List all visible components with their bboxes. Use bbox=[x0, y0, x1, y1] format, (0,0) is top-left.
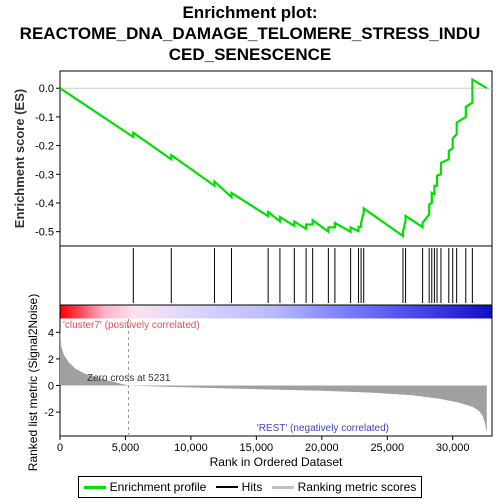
es-tick-label-5: -0.5 bbox=[35, 227, 54, 239]
es-tick-label-4: -0.4 bbox=[35, 198, 54, 210]
x-axis: 0 5,000 10,000 15,000 20,000 25,000 30,000 bbox=[57, 436, 470, 454]
es-tick-label-2: -0.2 bbox=[35, 141, 54, 153]
x-tick-label-4: 20,000 bbox=[305, 442, 339, 454]
x-tick-label-3: 15,000 bbox=[240, 442, 274, 454]
metric-tick-label-3: -2 bbox=[44, 407, 54, 419]
x-tick-label-6: 30,000 bbox=[436, 442, 470, 454]
negative-correlation-label: 'REST' (negatively correlated) bbox=[257, 423, 389, 434]
x-tick-label-1: 5,000 bbox=[112, 442, 140, 454]
metric-tick-label-2: 0 bbox=[48, 380, 54, 392]
legend-swatch-ranking-metric bbox=[271, 485, 294, 489]
enrichment-profile-line bbox=[59, 77, 488, 239]
legend-label-ranking-metric: Ranking metric scores bbox=[297, 480, 417, 494]
es-tick-label-0: 0.0 bbox=[39, 83, 54, 95]
chart-title: Enrichment plot: REACTOME_DNA_DAMAGE_TELO… bbox=[20, 3, 481, 64]
x-tick-label-5: 25,000 bbox=[370, 442, 404, 454]
x-tick-label-2: 10,000 bbox=[174, 442, 208, 454]
legend: Enrichment profile Hits Ranking metric s… bbox=[78, 476, 422, 498]
x-axis-label: Rank in Ordered Dataset bbox=[210, 455, 343, 469]
chart-title-line-2: CED_SENESCENCE bbox=[169, 45, 332, 64]
es-tick-label-1: -0.1 bbox=[35, 112, 54, 124]
x-tick-label-0: 0 bbox=[57, 442, 63, 454]
zero-cross-label: Zero cross at 5231 bbox=[87, 373, 171, 384]
hits-panel-frame bbox=[59, 245, 493, 306]
es-panel-frame bbox=[59, 70, 493, 247]
chart-title-line-0: Enrichment plot: bbox=[182, 3, 317, 22]
legend-item-ranking-metric: Ranking metric scores bbox=[271, 480, 417, 494]
legend-item-hits: Hits bbox=[215, 480, 263, 494]
metric-tick-label-1: 2 bbox=[48, 354, 54, 366]
legend-swatch-enrichment-profile bbox=[83, 485, 106, 489]
legend-label-enrichment-profile: Enrichment profile bbox=[109, 480, 207, 494]
hits-group bbox=[132, 248, 473, 303]
es-tick-label-3: -0.3 bbox=[35, 169, 54, 181]
rank-color-bar bbox=[60, 305, 492, 319]
legend-label-hits: Hits bbox=[241, 480, 263, 494]
legend-swatch-hits bbox=[215, 486, 238, 488]
metric-y-axis-label: Ranked list metric (Signal2Noise) bbox=[26, 294, 40, 471]
positive-correlation-label: 'cluster7' (positively correlated) bbox=[63, 320, 200, 331]
chart-title-line-1: REACTOME_DNA_DAMAGE_TELOMERE_STRESS_INDU bbox=[20, 24, 481, 43]
metric-y-axis: 4 2 0 -2 bbox=[44, 327, 60, 419]
metric-tick-label-0: 4 bbox=[48, 327, 54, 339]
es-y-axis: 0.0 -0.1 -0.2 -0.3 -0.4 -0.5 bbox=[35, 83, 60, 239]
es-y-axis-label: Enrichment score (ES) bbox=[12, 89, 27, 228]
legend-item-enrichment-profile: Enrichment profile bbox=[83, 480, 207, 494]
